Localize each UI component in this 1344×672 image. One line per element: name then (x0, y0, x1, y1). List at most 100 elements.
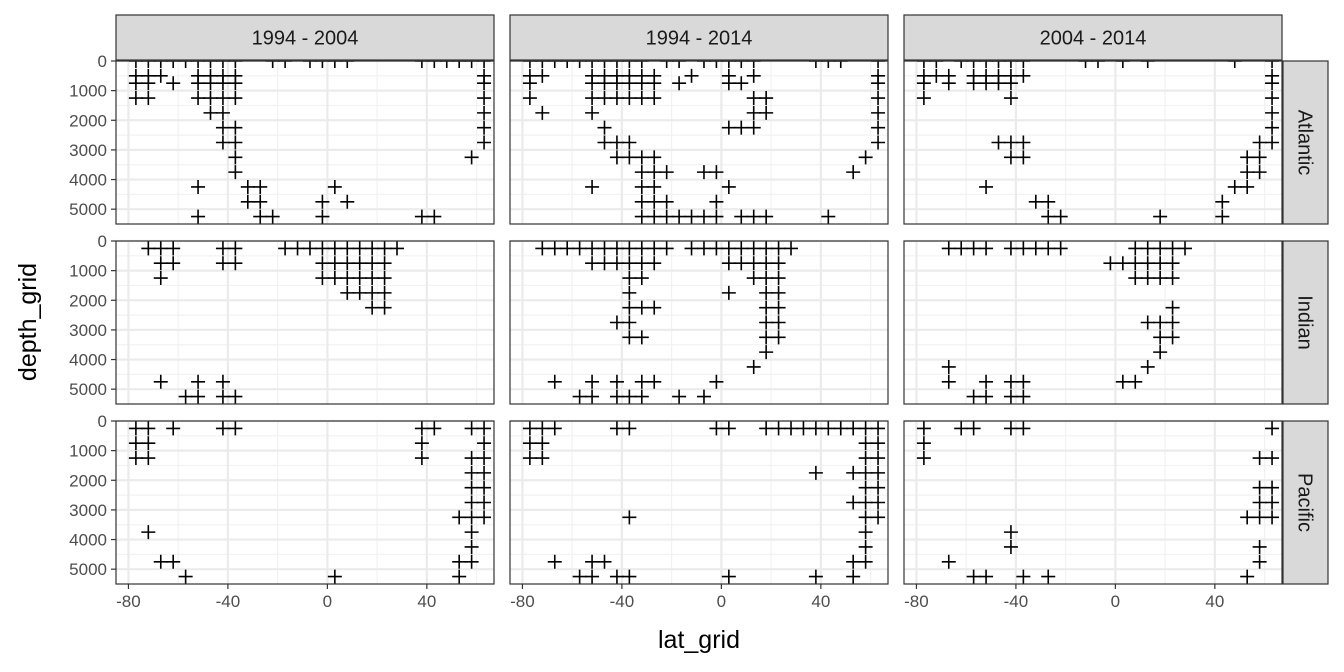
data-point (1165, 300, 1180, 315)
y-tick-label: 3000 (69, 321, 107, 340)
data-point (1041, 241, 1056, 256)
data-point (634, 300, 649, 315)
column-strip (509, 14, 889, 61)
panel-border (903, 420, 1283, 585)
data-point (721, 120, 736, 135)
y-tick-label: 5000 (69, 380, 107, 399)
data-point (166, 241, 181, 256)
data-point (979, 374, 994, 389)
data-point (991, 76, 1006, 91)
data-point (141, 421, 156, 436)
data-point (647, 76, 662, 91)
data-point (1053, 241, 1068, 256)
x-tick-label: -40 (1004, 592, 1029, 611)
data-point (464, 465, 479, 480)
data-point (858, 539, 873, 554)
data-point (1165, 271, 1180, 286)
data-point (696, 389, 711, 404)
data-point (808, 569, 823, 584)
data-point (622, 271, 637, 286)
data-point (771, 300, 786, 315)
y-tick-label: 2000 (69, 471, 107, 490)
data-point (1041, 194, 1056, 209)
data-point (721, 421, 736, 436)
data-point (846, 421, 861, 436)
data-point (1252, 510, 1267, 525)
panel-border (509, 420, 889, 585)
data-point (634, 165, 649, 180)
y-tick-label: 4000 (69, 351, 107, 370)
data-point (352, 256, 367, 271)
data-point (609, 150, 624, 165)
panel-background (904, 61, 1282, 224)
data-point (759, 241, 774, 256)
data-point (1265, 120, 1280, 135)
data-point (464, 421, 479, 436)
data-point (203, 76, 218, 91)
x-tick-label: 0 (323, 592, 332, 611)
data-point (141, 241, 156, 256)
y-tick-label: 1000 (69, 442, 107, 461)
data-point (966, 421, 981, 436)
data-point (327, 241, 342, 256)
data-point (1115, 374, 1130, 389)
data-point (477, 135, 492, 150)
data-point (153, 241, 168, 256)
data-point (153, 374, 168, 389)
data-point (1003, 150, 1018, 165)
data-point (609, 241, 624, 256)
data-point (153, 554, 168, 569)
data-point (352, 271, 367, 286)
data-point (352, 285, 367, 300)
data-point (1265, 76, 1280, 91)
panel-border (115, 60, 495, 225)
data-point (327, 271, 342, 286)
data-point (178, 569, 193, 584)
data-point (759, 315, 774, 330)
data-point (464, 510, 479, 525)
y-tick-label: 4000 (69, 171, 107, 190)
data-point (1003, 241, 1018, 256)
data-point (734, 120, 749, 135)
data-point (941, 554, 956, 569)
data-point (1265, 451, 1280, 466)
data-point (315, 194, 330, 209)
data-point (240, 179, 255, 194)
panel-background (510, 421, 888, 584)
data-point (585, 256, 600, 271)
data-point (253, 194, 268, 209)
data-point (929, 68, 944, 83)
data-point (215, 91, 230, 106)
facet-panel-atlantic-0 (116, 59, 494, 224)
data-point (477, 480, 492, 495)
data-point (585, 76, 600, 91)
y-tick-label: 5000 (69, 200, 107, 219)
data-point (647, 209, 662, 224)
data-point (265, 209, 280, 224)
data-point (228, 150, 243, 165)
data-point (597, 256, 612, 271)
data-point (709, 194, 724, 209)
facet-panel-pacific-0 (116, 419, 494, 584)
data-point (647, 374, 662, 389)
data-point (759, 91, 774, 106)
panel-background (116, 421, 494, 584)
data-point (1265, 421, 1280, 436)
data-point (1153, 330, 1168, 345)
data-point (597, 135, 612, 150)
data-point (327, 256, 342, 271)
data-point (796, 421, 811, 436)
data-point (871, 451, 886, 466)
data-point (1153, 271, 1168, 286)
data-point (153, 256, 168, 271)
data-point (153, 271, 168, 286)
data-point (916, 451, 931, 466)
data-point (560, 241, 575, 256)
data-point (597, 241, 612, 256)
facet-panel-pacific-1 (510, 419, 888, 584)
data-point (1265, 510, 1280, 525)
data-point (240, 194, 255, 209)
data-point (522, 451, 537, 466)
data-point (1041, 569, 1056, 584)
data-point (672, 209, 687, 224)
